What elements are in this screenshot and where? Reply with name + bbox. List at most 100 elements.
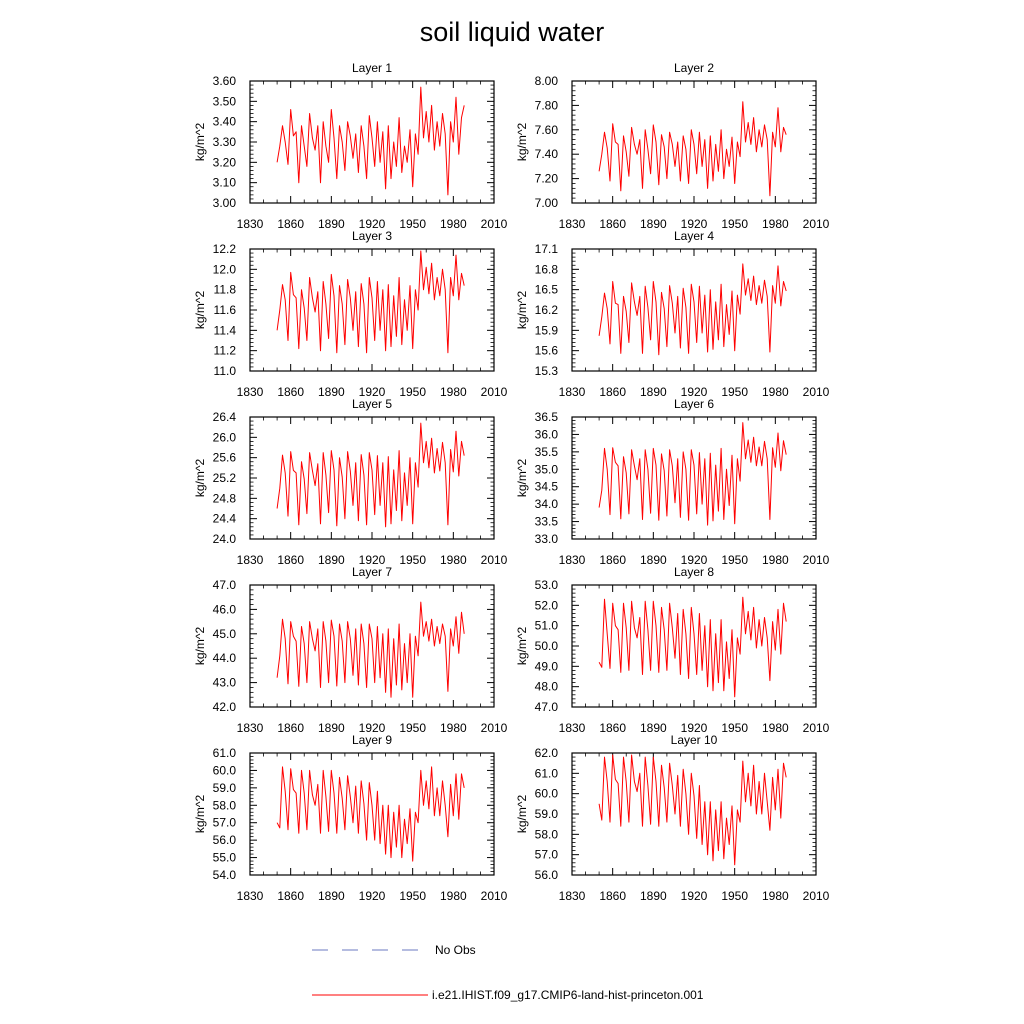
y-tick-label: 57.0 [213, 816, 237, 830]
legend-no-obs-label: No Obs [435, 943, 476, 957]
y-tick-label: 12.0 [213, 262, 237, 276]
x-tick-label: 1950 [399, 217, 426, 231]
x-tick-label: 1860 [599, 553, 626, 567]
series-line-1 [598, 596, 787, 698]
panel-title: Layer 3 [352, 229, 392, 243]
x-tick-label: 1890 [318, 553, 345, 567]
x-tick-label: 1950 [721, 721, 748, 735]
y-tick-label: 7.60 [535, 123, 559, 137]
y-axis-label: kg/m^2 [193, 627, 207, 666]
y-tick-label: 25.6 [213, 451, 237, 465]
y-tick-label: 15.6 [535, 344, 559, 358]
x-tick-label: 1860 [277, 385, 304, 399]
y-axis-label: kg/m^2 [193, 123, 207, 162]
x-tick-label: 1890 [640, 889, 667, 903]
panels: Layer 1 kg/m^2 3.00 3.10 3.20 3.30 3.40 3.50 3.6… [193, 61, 830, 903]
series-line-1 [598, 263, 787, 356]
y-tick-label: 24.0 [213, 532, 237, 546]
series-line-1 [598, 422, 787, 526]
y-tick-label: 59.0 [213, 781, 237, 795]
y-axis-label: kg/m^2 [515, 459, 529, 498]
legend-run-label: i.e21.IHIST.f09_g17.CMIP6-land-hist-prin… [432, 988, 704, 1002]
y-tick-label: 51.0 [535, 619, 559, 633]
y-tick-label: 25.2 [213, 471, 237, 485]
x-tick-label: 1860 [277, 553, 304, 567]
y-tick-label: 56.0 [213, 833, 237, 847]
x-tick-label: 1920 [681, 385, 708, 399]
x-tick-label: 1950 [721, 217, 748, 231]
x-tick-label: 1950 [721, 385, 748, 399]
y-axis-label: kg/m^2 [193, 459, 207, 498]
x-tick-label: 1980 [762, 217, 789, 231]
panel-title: Layer 5 [352, 397, 392, 411]
x-tick-label: 1830 [237, 721, 264, 735]
figure-title: soil liquid water [420, 17, 605, 47]
panel-title: Layer 8 [674, 565, 714, 579]
x-tick-label: 2010 [481, 889, 508, 903]
x-tick-label: 1860 [277, 217, 304, 231]
y-tick-label: 3.60 [213, 74, 237, 88]
x-tick-label: 1890 [640, 721, 667, 735]
x-tick-label: 1890 [318, 217, 345, 231]
x-tick-label: 1980 [440, 553, 467, 567]
y-tick-label: 33.5 [535, 515, 559, 529]
legend: No Obs i.e21.IHIST.f09_g17.CMIP6-land-hi… [312, 943, 704, 1002]
y-tick-label: 11.8 [214, 283, 237, 297]
x-tick-label: 1830 [559, 721, 586, 735]
y-tick-label: 36.0 [535, 427, 559, 441]
series-line-1 [276, 601, 465, 698]
y-tick-label: 16.5 [535, 283, 559, 297]
y-tick-label: 35.0 [535, 462, 559, 476]
x-tick-label: 1980 [762, 889, 789, 903]
y-axis-label: kg/m^2 [515, 123, 529, 162]
panel-8: Layer 8 kg/m^2 47.0 48.0 49.0 50.0 51.0 52.0 53.… [515, 565, 830, 735]
panel-4: Layer 4 kg/m^2 15.3 15.6 15.9 16.2 16.5 16.8 17.… [515, 229, 830, 399]
x-tick-label: 1980 [762, 721, 789, 735]
x-tick-label: 1890 [318, 721, 345, 735]
y-tick-label: 55.0 [213, 851, 237, 865]
x-tick-label: 1920 [359, 217, 386, 231]
y-tick-label: 8.00 [535, 74, 559, 88]
panel-title: Layer 10 [671, 733, 718, 747]
panel-title: Layer 9 [352, 733, 392, 747]
y-tick-label: 59.0 [535, 807, 559, 821]
y-tick-label: 7.20 [535, 172, 559, 186]
x-tick-label: 1830 [559, 385, 586, 399]
panel-5: Layer 5 kg/m^2 24.0 24.4 24.8 25.2 25.6 26.0 26.… [193, 397, 508, 567]
y-tick-label: 61.0 [213, 746, 237, 760]
panel-1: Layer 1 kg/m^2 3.00 3.10 3.20 3.30 3.40 3.50 3.6… [193, 61, 508, 231]
panel-10: Layer 10 kg/m^2 56.0 57.0 58.0 59.0 60.0 61.0 62… [515, 733, 830, 903]
y-tick-label: 7.00 [535, 196, 559, 210]
y-tick-label: 12.2 [213, 242, 237, 256]
x-tick-label: 1830 [237, 217, 264, 231]
y-tick-label: 16.8 [535, 262, 559, 276]
y-tick-label: 26.4 [213, 410, 237, 424]
panel-6: Layer 6 kg/m^2 33.0 33.5 34.0 34.5 35.0 35.5 36.… [515, 397, 830, 567]
x-tick-label: 1860 [599, 217, 626, 231]
x-tick-label: 1890 [318, 889, 345, 903]
y-tick-label: 15.9 [535, 323, 559, 337]
x-tick-label: 1890 [640, 217, 667, 231]
y-tick-label: 26.0 [213, 430, 237, 444]
panel-title: Layer 4 [674, 229, 714, 243]
x-tick-label: 1920 [359, 721, 386, 735]
x-tick-label: 1950 [721, 889, 748, 903]
x-tick-label: 1980 [440, 889, 467, 903]
x-tick-label: 1920 [681, 553, 708, 567]
y-axis-label: kg/m^2 [193, 795, 207, 834]
y-tick-label: 47.0 [213, 578, 237, 592]
x-tick-label: 2010 [481, 553, 508, 567]
x-tick-label: 1830 [237, 553, 264, 567]
y-tick-label: 42.0 [213, 700, 237, 714]
x-tick-label: 1980 [440, 217, 467, 231]
y-axis-label: kg/m^2 [515, 627, 529, 666]
y-tick-label: 60.0 [213, 763, 237, 777]
series-line-1 [598, 754, 787, 866]
x-tick-label: 1980 [440, 385, 467, 399]
panel-7: Layer 7 kg/m^2 42.0 43.0 44.0 45.0 46.0 47.0 183… [193, 565, 508, 735]
y-tick-label: 16.2 [535, 303, 559, 317]
x-tick-label: 1830 [237, 889, 264, 903]
x-tick-label: 1950 [399, 553, 426, 567]
y-tick-label: 44.0 [213, 651, 237, 665]
